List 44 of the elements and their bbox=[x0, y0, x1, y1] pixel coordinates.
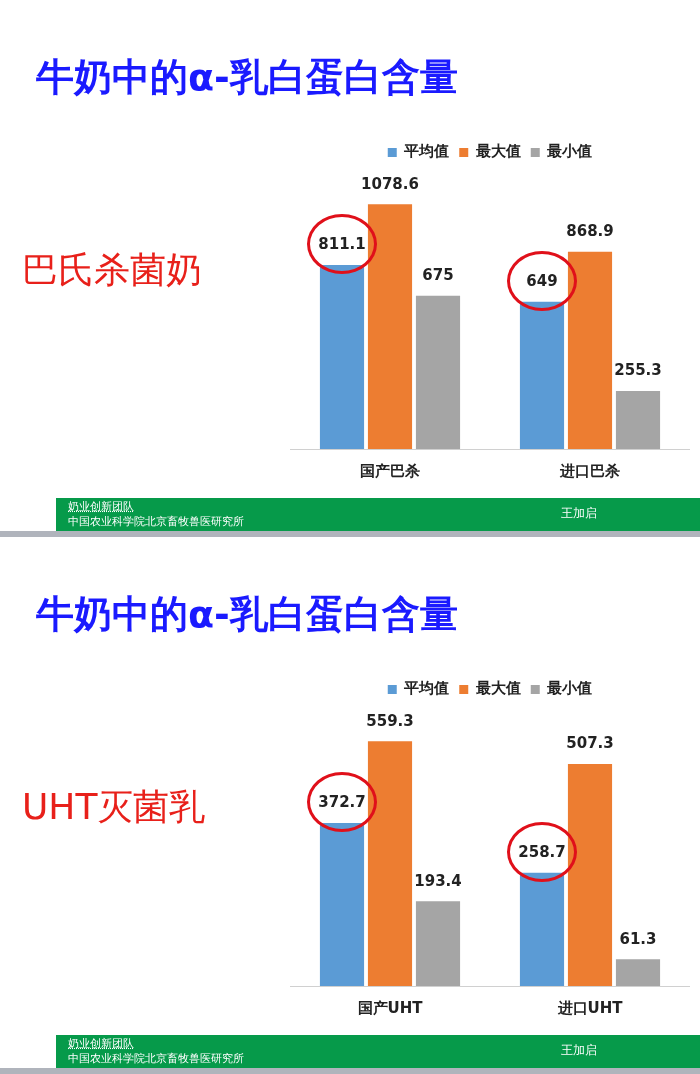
x-tick-label: 国产UHT bbox=[357, 998, 424, 1017]
bar bbox=[415, 295, 461, 449]
text: 中国农业科学院北京畜牧兽医研究所 bbox=[68, 1052, 244, 1065]
bar bbox=[615, 391, 661, 449]
legend-label: 平均值 bbox=[403, 142, 450, 161]
data-label: 649 bbox=[526, 272, 558, 291]
x-tick-label: 国产巴杀 bbox=[360, 461, 420, 480]
bar bbox=[615, 959, 661, 986]
x-tick-label: 进口巴杀 bbox=[559, 461, 620, 480]
bar bbox=[567, 764, 613, 986]
text: UHT灭菌乳 bbox=[22, 785, 206, 829]
bar bbox=[519, 872, 565, 986]
data-label: 868.9 bbox=[566, 222, 614, 241]
legend-label: 最大值 bbox=[474, 142, 521, 161]
data-label: 1078.6 bbox=[361, 174, 419, 193]
text: 奶业创新团队 bbox=[68, 1037, 134, 1050]
bar bbox=[367, 204, 413, 449]
chart-title: 牛奶中的α-乳白蛋白含量 bbox=[36, 54, 458, 101]
chart-title: 牛奶中的α-乳白蛋白含量 bbox=[36, 591, 458, 638]
data-label: 61.3 bbox=[619, 929, 657, 948]
legend-label: 平均值 bbox=[403, 679, 450, 698]
data-label: 372.7 bbox=[318, 793, 366, 812]
bar bbox=[367, 741, 413, 986]
text: 王加启 bbox=[561, 505, 597, 522]
text: 中国农业科学院北京畜牧兽医研究所 bbox=[68, 515, 244, 528]
data-label: 507.3 bbox=[566, 734, 614, 753]
legend-label: 最小值 bbox=[546, 142, 593, 161]
legend-label: 最小值 bbox=[546, 679, 593, 698]
bar bbox=[319, 264, 365, 449]
x-tick-label: 进口UHT bbox=[556, 998, 624, 1017]
legend-label: 最大值 bbox=[474, 679, 521, 698]
bar bbox=[319, 822, 365, 986]
text: 王加启 bbox=[561, 1042, 597, 1059]
text: 巴氏杀菌奶 bbox=[22, 248, 202, 292]
data-label: 811.1 bbox=[318, 235, 366, 254]
data-label: 193.4 bbox=[414, 871, 462, 890]
data-label: 559.3 bbox=[366, 711, 414, 730]
data-label: 255.3 bbox=[614, 361, 662, 380]
data-label: 258.7 bbox=[518, 843, 566, 862]
bar bbox=[415, 901, 461, 986]
bar bbox=[567, 251, 613, 449]
text: 奶业创新团队 bbox=[68, 500, 134, 513]
bar bbox=[519, 301, 565, 449]
data-label: 675 bbox=[422, 266, 454, 285]
